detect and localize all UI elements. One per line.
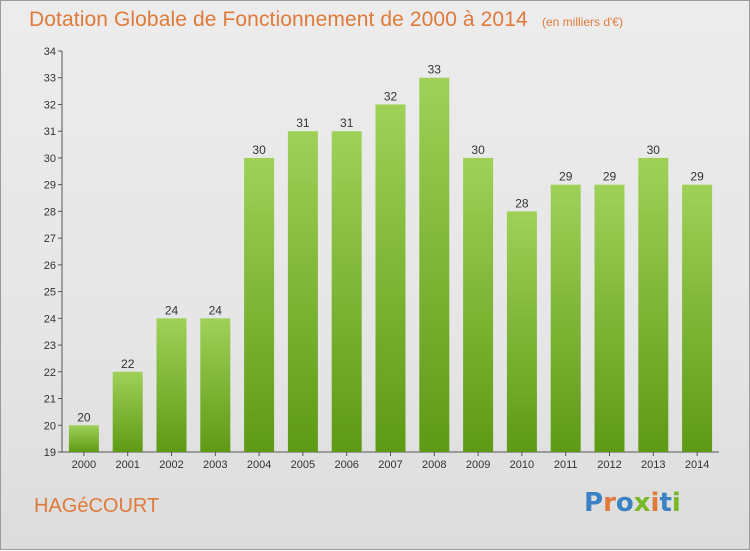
- x-tick-label: 2012: [597, 459, 621, 471]
- y-tick-label: 32: [44, 99, 56, 111]
- bar-value-label: 29: [603, 170, 617, 184]
- bar-value-label: 22: [121, 357, 135, 371]
- bar-2012: [594, 184, 625, 452]
- bar-value-label: 20: [77, 410, 91, 424]
- x-tick-label: 2007: [378, 459, 402, 471]
- bar-2013: [638, 157, 669, 452]
- logo-letter: x: [633, 488, 651, 518]
- x-tick-label: 2010: [510, 459, 534, 471]
- bar-value-label: 33: [428, 63, 442, 77]
- y-tick-label: 22: [44, 367, 56, 379]
- chart-bars: [68, 77, 713, 452]
- y-tick-label: 25: [44, 287, 56, 299]
- logo-letter: r: [603, 488, 616, 518]
- y-tick-label: 20: [44, 420, 56, 432]
- x-tick-label: 2000: [72, 459, 96, 471]
- y-tick-label: 29: [44, 180, 56, 192]
- bar-2002: [156, 318, 187, 452]
- bar-value-label: 30: [647, 143, 661, 157]
- y-tick-label: 23: [44, 340, 56, 352]
- bar-value-label: 24: [165, 303, 179, 317]
- x-tick-label: 2004: [247, 459, 271, 471]
- bar-value-label: 29: [690, 170, 704, 184]
- x-tick-label: 2009: [466, 459, 490, 471]
- chart-subtitle: (en milliers d'€): [542, 15, 623, 29]
- bar-2011: [550, 184, 581, 452]
- bar-value-label: 28: [515, 196, 529, 210]
- bar-2005: [287, 131, 318, 452]
- bar-2000: [68, 425, 99, 452]
- y-tick-label: 33: [44, 73, 56, 85]
- commune-name: HAGéCOURT: [34, 495, 160, 517]
- bar-value-label: 31: [296, 116, 310, 130]
- y-tick-label: 19: [44, 447, 56, 459]
- bar-value-label: 31: [340, 116, 354, 130]
- y-tick-label: 31: [44, 126, 56, 138]
- bar-2007: [375, 104, 406, 452]
- bar-2009: [463, 157, 494, 452]
- x-tick-label: 2006: [334, 459, 358, 471]
- y-tick-label: 27: [44, 233, 56, 245]
- x-tick-label: 2011: [554, 459, 578, 471]
- y-tick-label: 26: [44, 260, 56, 272]
- y-tick-label: 34: [44, 46, 56, 58]
- bar-value-label: 24: [209, 303, 223, 317]
- bar-value-label: 30: [252, 143, 266, 157]
- logo-letter: i: [650, 488, 660, 518]
- x-tick-label: 2001: [115, 459, 139, 471]
- bar-2003: [200, 318, 231, 452]
- bar-2008: [419, 77, 450, 452]
- bar-2014: [682, 184, 713, 452]
- x-tick-label: 2014: [685, 459, 709, 471]
- logo-letter: o: [615, 488, 634, 518]
- chart-title: Dotation Globale de Fonctionnement de 20…: [29, 8, 528, 31]
- logo-letter: i: [671, 488, 681, 518]
- y-tick-label: 30: [44, 153, 56, 165]
- x-tick-label: 2003: [203, 459, 227, 471]
- logo-letter: P: [584, 488, 604, 518]
- bar-value-label: 32: [384, 89, 398, 103]
- y-tick-label: 21: [44, 394, 56, 406]
- x-tick-label: 2013: [641, 459, 665, 471]
- bar-value-label: 29: [559, 170, 573, 184]
- bar-value-label: 30: [471, 143, 485, 157]
- bar-2006: [331, 131, 362, 452]
- logo-letter: t: [659, 488, 672, 518]
- bar-2001: [112, 371, 143, 452]
- proxiti-logo: Proxiti: [584, 488, 681, 518]
- x-tick-label: 2002: [159, 459, 183, 471]
- bar-2010: [506, 211, 537, 452]
- x-tick-label: 2008: [422, 459, 446, 471]
- y-tick-label: 28: [44, 206, 56, 218]
- x-tick-label: 2005: [291, 459, 315, 471]
- chart-data-labels: 20 22 24 24 30 31 31 32 33 30 28 29 29 30 29: [77, 63, 704, 425]
- bar-2004: [244, 157, 275, 452]
- y-tick-label: 24: [44, 313, 56, 325]
